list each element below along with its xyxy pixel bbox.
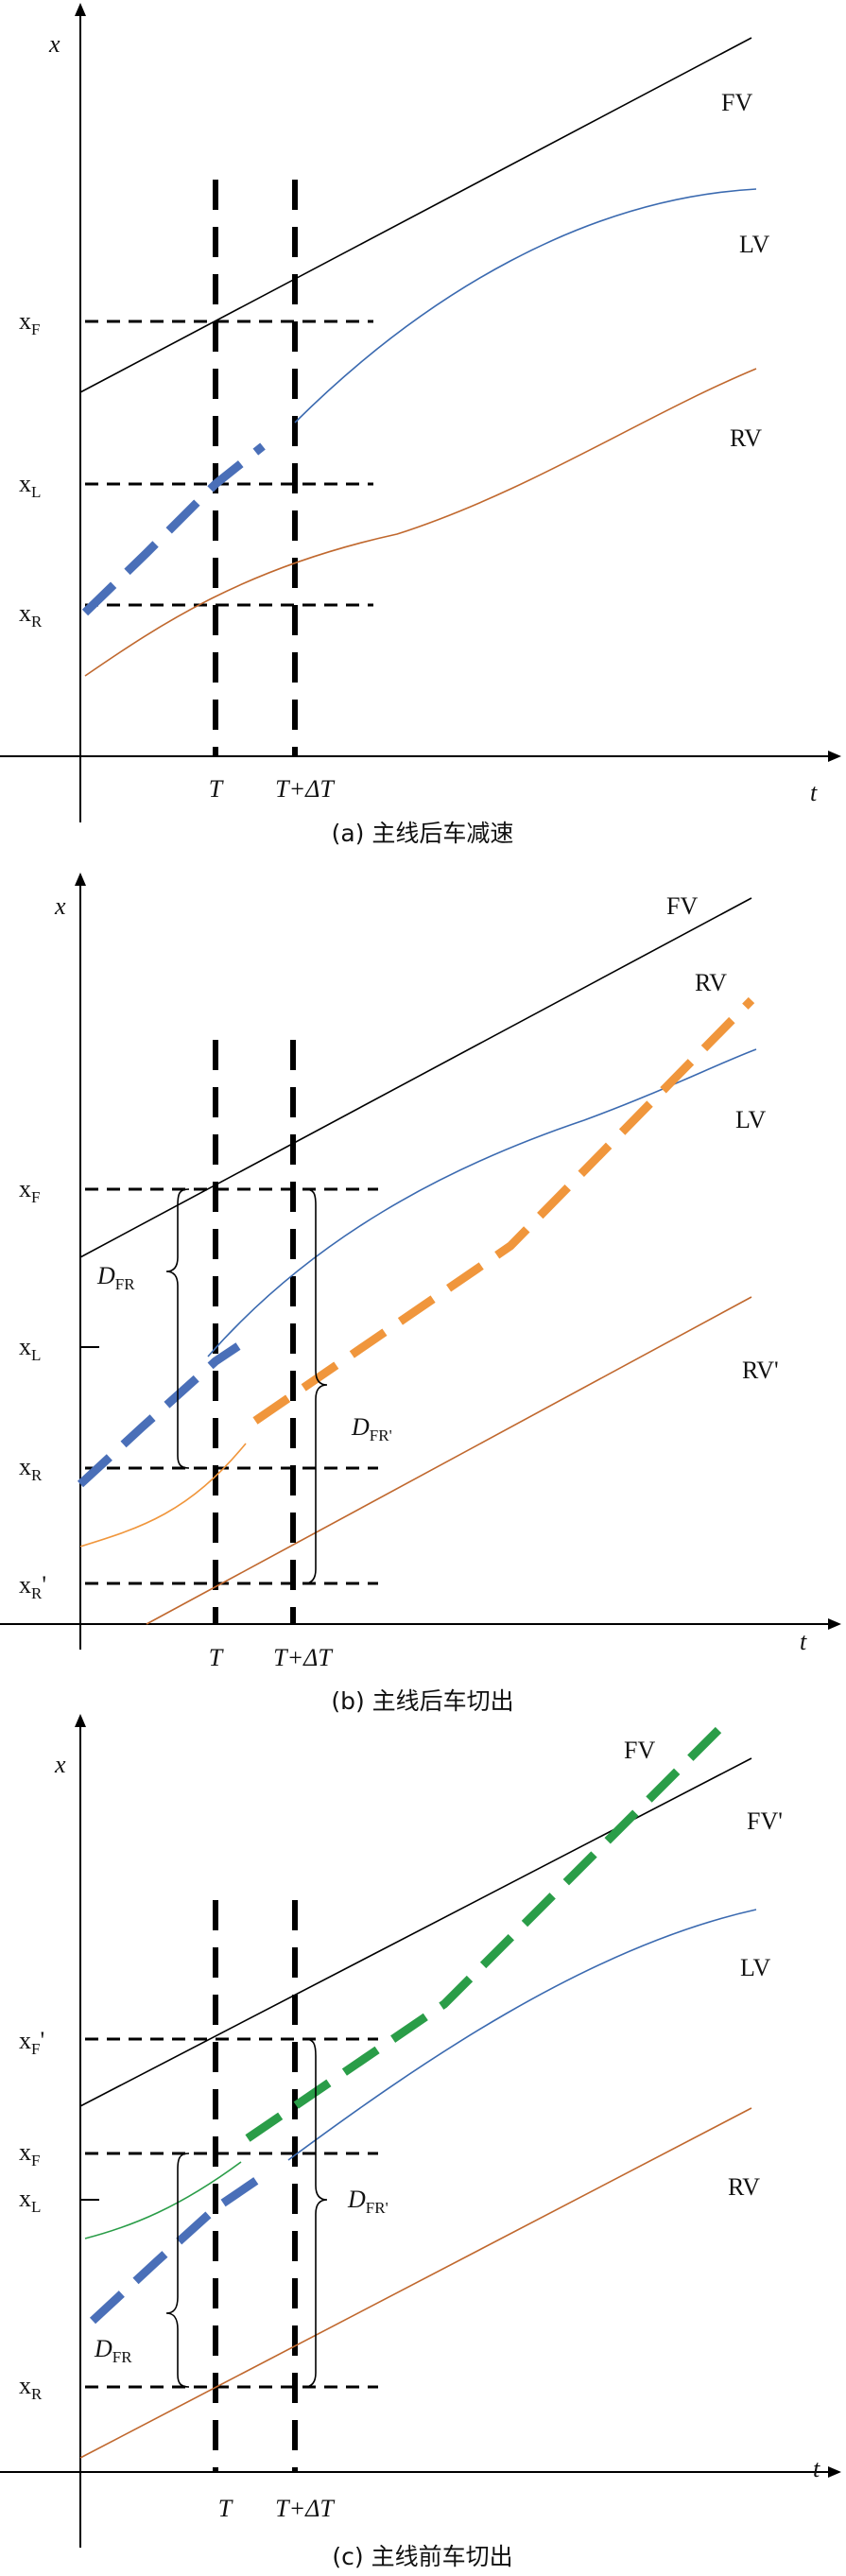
panel-b-label-rv-prime: RV'	[742, 1357, 779, 1384]
panel-b-rv-prime-line	[146, 1296, 752, 1625]
panel-b-caption: (b) 主线后车切出	[331, 1687, 513, 1715]
panel-b-label-dfr-prime: DFR'	[351, 1413, 392, 1444]
panel-c-x-axis-label: x	[54, 1751, 66, 1778]
panel-a-label-rv: RV	[730, 424, 762, 452]
panel-a-x-axis-label: x	[48, 30, 60, 58]
panel-a: x t xF xL xR FV LV RV T T+ΔT (a) 主线后车减速	[0, 3, 841, 847]
panel-c-label-rv: RV	[728, 2173, 760, 2201]
panel-b-brace-dfr	[165, 1188, 190, 1469]
panel-b-tick-xf: xF	[19, 1175, 40, 1206]
panel-c-label-fv-prime: FV'	[747, 1807, 783, 1835]
panel-c-time-t: T	[218, 2495, 233, 2522]
panel-b-time-t: T	[209, 1644, 224, 1671]
panel-a-tick-xl: xL	[19, 470, 41, 501]
panel-b-lv-curve	[207, 1048, 757, 1357]
panel-b-label-rv: RV	[695, 969, 727, 996]
panel-b-x-axis-label: x	[54, 892, 66, 920]
panel-c-brace-dfr	[165, 2152, 190, 2388]
panel-a-tick-xr: xR	[19, 599, 43, 631]
panel-c-caption: (c) 主线前车切出	[332, 2543, 512, 2570]
panel-c: x t xF' xF xL xR DFR' DFR FV FV' LV RV T…	[0, 1714, 841, 2570]
panel-c-tick-xr: xR	[19, 2372, 43, 2403]
panel-c-label-dfr-prime: DFR'	[347, 2186, 388, 2217]
panel-b: x t xF xL xR xR' DFR DFR' FV RV LV RV' T…	[0, 873, 841, 1715]
panel-b-rv-thick-line	[252, 996, 755, 1425]
panel-c-t-axis-label: t	[813, 2455, 820, 2482]
panel-c-lv-thick-segment	[89, 2172, 266, 2325]
panel-c-tick-xf: xF	[19, 2138, 40, 2170]
panel-c-time-t-dt: T+ΔT	[275, 2495, 335, 2522]
panel-a-tick-xf: xF	[19, 307, 40, 338]
panel-a-rv-curve	[84, 368, 757, 677]
panel-b-label-lv: LV	[735, 1106, 766, 1133]
panel-a-fv-line	[79, 37, 752, 393]
panel-c-fv-prime-line	[79, 1757, 752, 2107]
panel-c-tick-xl: xL	[19, 2185, 41, 2216]
panel-b-label-dfr: DFR	[96, 1262, 135, 1293]
panel-b-lv-thick-segment	[77, 1342, 241, 1488]
panel-b-tick-xl: xL	[19, 1333, 41, 1364]
panel-c-tick-xf-prime: xF'	[19, 2027, 44, 2058]
panel-a-caption: (a) 主线后车减速	[332, 820, 514, 847]
panel-c-label-dfr: DFR	[94, 2335, 132, 2366]
panel-a-time-t-dt: T+ΔT	[275, 775, 335, 803]
panel-c-label-lv: LV	[740, 1954, 770, 1981]
panel-a-label-fv: FV	[721, 89, 752, 116]
panel-b-rv-curve	[79, 1443, 247, 1547]
panel-b-t-axis-label: t	[800, 1628, 807, 1655]
panel-a-t-axis-label: t	[810, 779, 818, 806]
panel-b-label-fv: FV	[666, 892, 698, 920]
panel-a-lv-thick-segment	[81, 442, 266, 616]
panel-c-lv-curve	[287, 1909, 757, 2161]
panel-b-time-t-dt: T+ΔT	[273, 1644, 333, 1671]
panel-c-brace-dfr-prime	[303, 2038, 328, 2388]
panel-c-fv-thick-line	[245, 1726, 722, 2142]
panel-a-time-t: T	[209, 775, 224, 803]
panel-b-brace-dfr-prime	[303, 1188, 328, 1584]
panel-c-rv-line	[79, 2107, 752, 2459]
panel-a-lv-curve	[294, 188, 757, 424]
panel-c-label-fv: FV	[624, 1737, 655, 1764]
panel-b-tick-xr: xR	[19, 1453, 43, 1484]
panel-c-fv-curve	[84, 2161, 242, 2239]
panel-b-tick-xr-prime: xR'	[19, 1571, 46, 1602]
panel-b-fv-line	[79, 897, 752, 1258]
panel-a-label-lv: LV	[739, 231, 769, 258]
